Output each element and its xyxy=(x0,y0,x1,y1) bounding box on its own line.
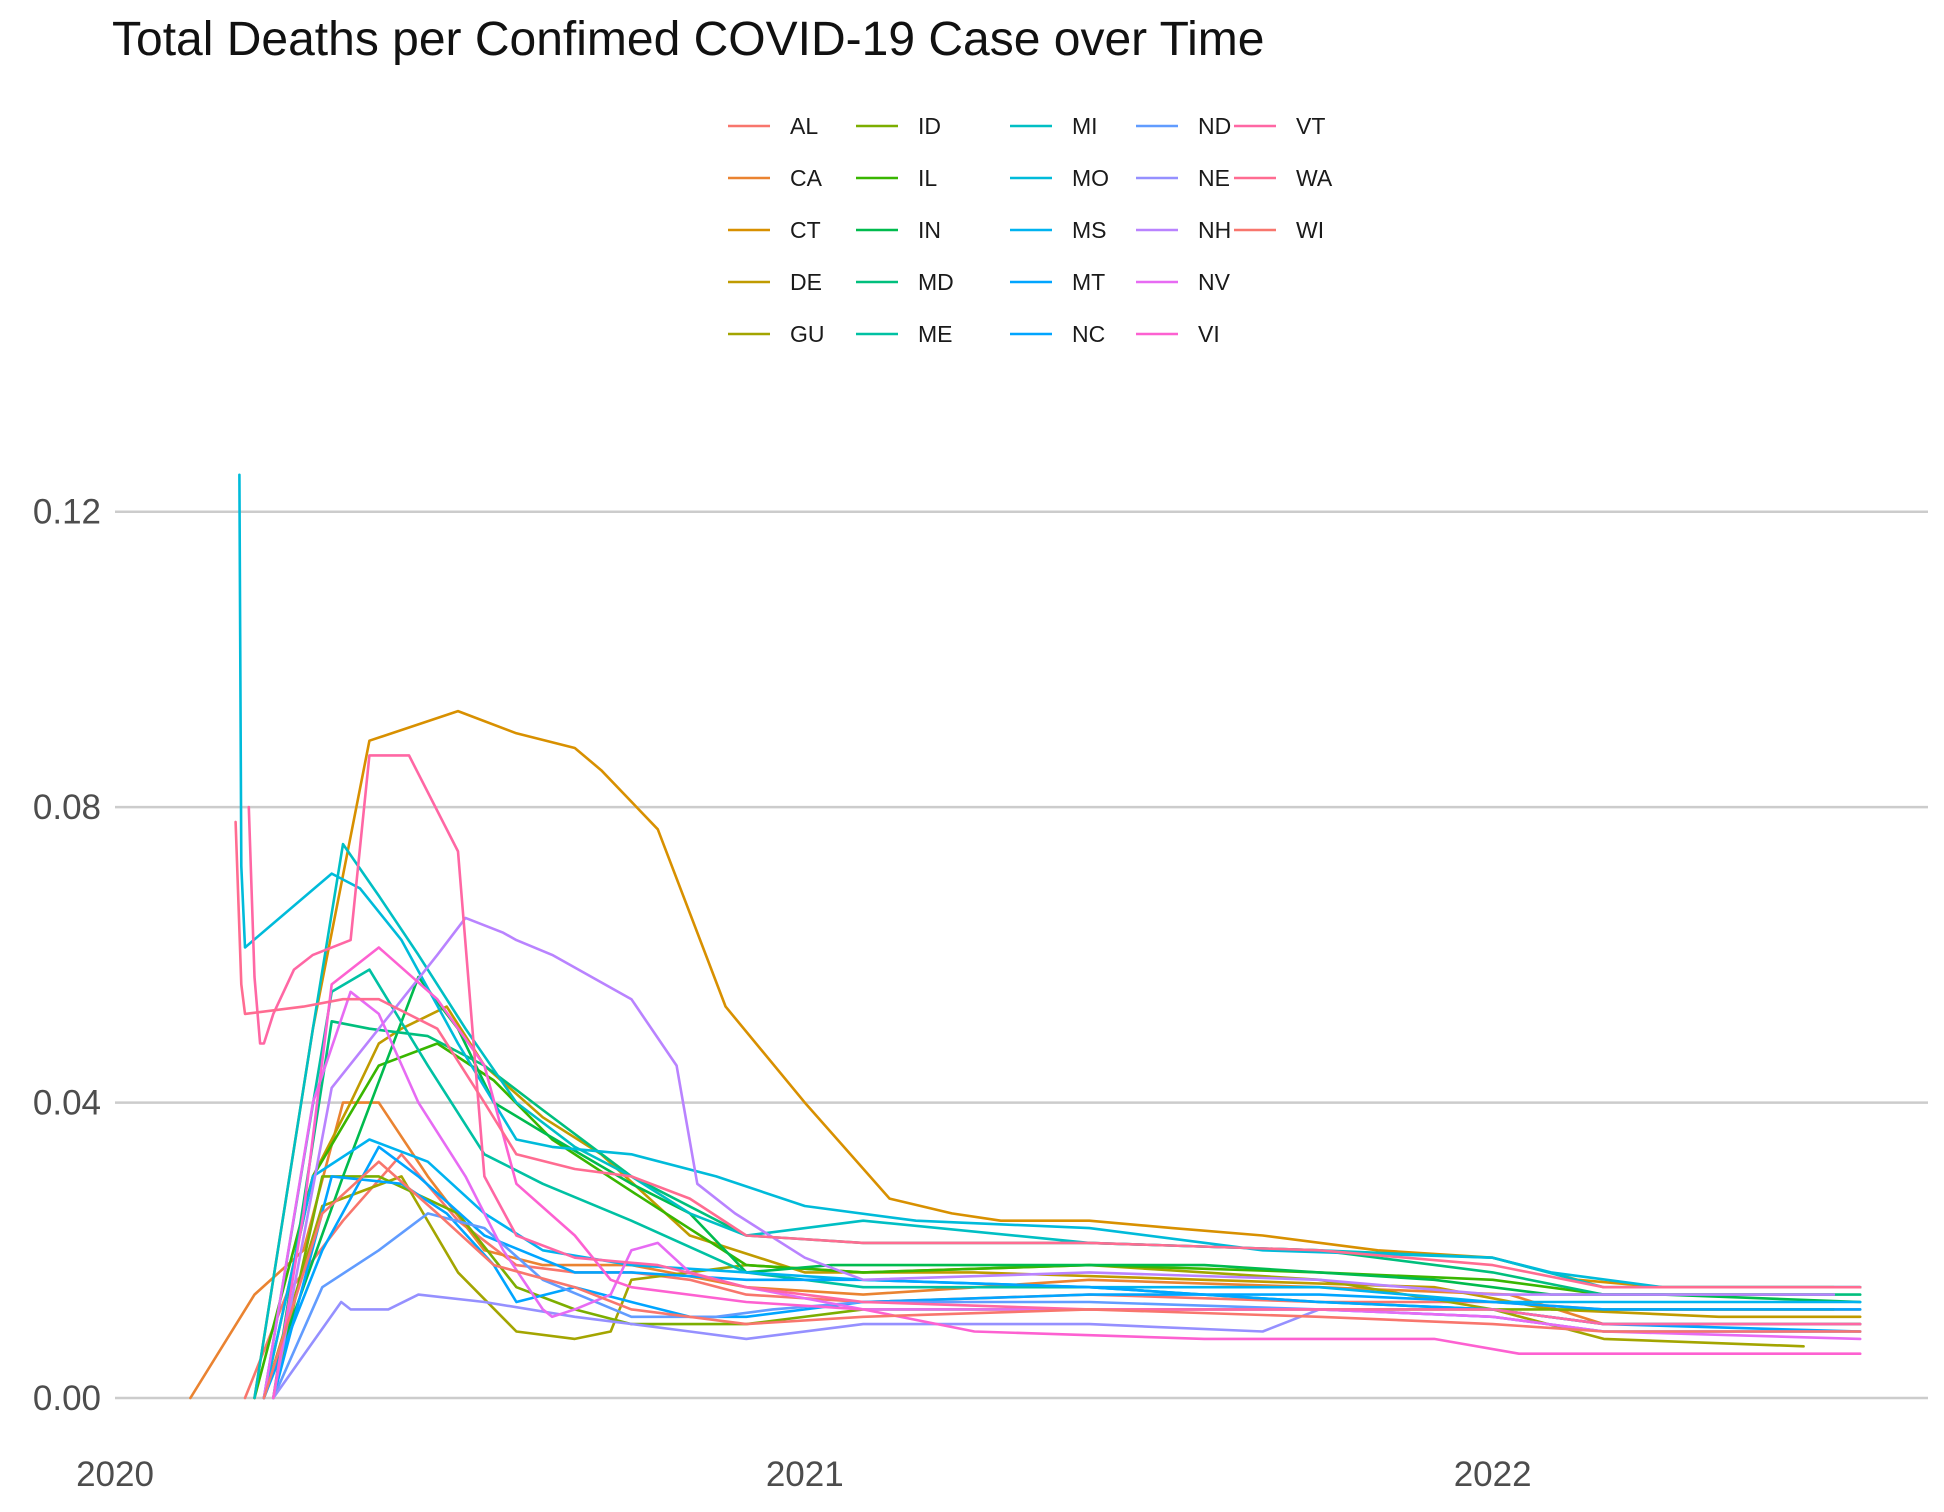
legend-label: MO xyxy=(1072,165,1109,191)
legend-label: MD xyxy=(918,269,954,295)
legend-label: IN xyxy=(918,217,941,243)
legend-label: NE xyxy=(1198,165,1230,191)
legend-label: MS xyxy=(1072,217,1107,243)
series-line-md xyxy=(271,1019,1862,1400)
legend-label: AL xyxy=(790,113,818,139)
series-line-wi xyxy=(262,1160,1862,1400)
y-tick-label: 0.04 xyxy=(33,1084,101,1123)
legend-label: CT xyxy=(790,217,821,243)
legend-item-nv: NV xyxy=(1136,269,1231,295)
series-line-il xyxy=(253,1042,1836,1400)
legend-label: WI xyxy=(1296,217,1324,243)
legend-label: NV xyxy=(1198,269,1231,295)
legend-label: NC xyxy=(1072,321,1105,347)
series-line-wa xyxy=(234,820,1862,1289)
series-line-in xyxy=(262,975,1862,1400)
legend-item-vi: VI xyxy=(1136,321,1220,347)
legend-item-mt: MT xyxy=(1010,269,1105,295)
legend-item-wi: WI xyxy=(1234,217,1324,243)
series-line-mt xyxy=(271,1175,1862,1400)
legend-item-me: ME xyxy=(856,321,953,347)
legend-label: ME xyxy=(918,321,953,347)
x-tick-label: 2020 xyxy=(76,1455,154,1494)
legend: AL CA CT DE GU ID IL IN MD ME MI MO MS MT NC ND NE NH NV VI… xyxy=(728,113,1333,347)
y-axis: 0.00 0.04 0.08 0.12 xyxy=(33,493,101,1418)
series-line-vi xyxy=(271,946,1862,1400)
legend-item-mo: MO xyxy=(1010,165,1109,191)
legend-label: NH xyxy=(1198,217,1231,243)
series-line-mo xyxy=(238,473,1862,1289)
series-line-nv xyxy=(262,990,1862,1400)
legend-label: GU xyxy=(790,321,825,347)
legend-label: CA xyxy=(790,165,823,191)
legend-label: VT xyxy=(1296,113,1325,139)
legend-label: DE xyxy=(790,269,822,295)
y-tick-label: 0.08 xyxy=(33,788,101,827)
legend-label: MT xyxy=(1072,269,1105,295)
legend-item-id: ID xyxy=(856,113,941,139)
legend-item-vt: VT xyxy=(1234,113,1325,139)
legend-item-wa: WA xyxy=(1234,165,1333,191)
series-lines xyxy=(189,473,1862,1400)
legend-item-nc: NC xyxy=(1010,321,1105,347)
legend-item-il: IL xyxy=(856,165,937,191)
legend-item-mi: MI xyxy=(1010,113,1098,139)
legend-item-ms: MS xyxy=(1010,217,1107,243)
legend-label: WA xyxy=(1296,165,1333,191)
legend-label: MI xyxy=(1072,113,1098,139)
legend-item-ne: NE xyxy=(1136,165,1230,191)
legend-label: VI xyxy=(1198,321,1220,347)
x-axis: 2020 2021 2022 xyxy=(76,1455,1532,1494)
legend-item-gu: GU xyxy=(728,321,825,347)
chart-title: Total Deaths per Confimed COVID-19 Case … xyxy=(112,13,1265,66)
legend-label: ND xyxy=(1198,113,1231,139)
legend-item-ct: CT xyxy=(728,217,821,243)
legend-label: IL xyxy=(918,165,937,191)
y-tick-label: 0.12 xyxy=(33,493,101,532)
legend-item-nh: NH xyxy=(1136,217,1231,243)
legend-item-de: DE xyxy=(728,269,822,295)
legend-item-in: IN xyxy=(856,217,941,243)
x-tick-label: 2021 xyxy=(766,1455,844,1494)
x-tick-label: 2022 xyxy=(1454,1455,1532,1494)
legend-item-md: MD xyxy=(856,269,954,295)
series-line-vt xyxy=(247,754,1862,1326)
y-tick-label: 0.00 xyxy=(33,1379,101,1418)
legend-item-ca: CA xyxy=(728,165,823,191)
legend-item-nd: ND xyxy=(1136,113,1231,139)
series-line-nh xyxy=(271,916,1836,1400)
legend-label: ID xyxy=(918,113,941,139)
legend-item-al: AL xyxy=(728,113,818,139)
